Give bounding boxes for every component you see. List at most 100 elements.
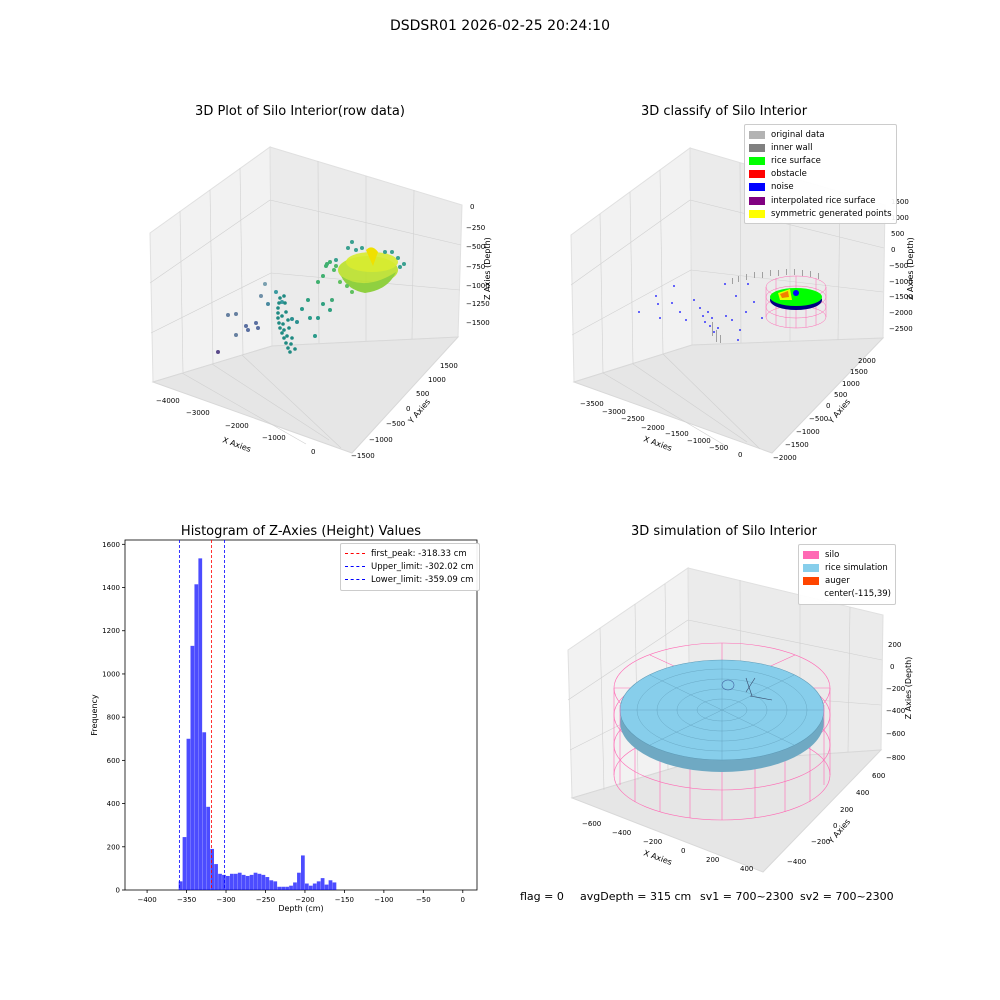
classify-ytick: −1000: [796, 428, 820, 436]
sim-ztick: 200: [888, 641, 901, 649]
classify-noise: [638, 283, 763, 341]
histogram-bar: [233, 873, 238, 890]
legend-swatch: [749, 183, 765, 192]
histogram-bar: [297, 872, 301, 890]
raw-ytick: −1000: [369, 436, 393, 444]
legend-swatch: [803, 550, 819, 559]
classify-ztick: −2000: [889, 309, 913, 317]
legend-item-silo: silo: [803, 548, 891, 561]
histogram-ytick-label: 1600: [102, 541, 120, 549]
classify-3d-plot[interactable]: −3500 −3000 −2500 −2000 −1500 −1000 −500…: [500, 0, 1000, 500]
classify-floor-pane: [572, 337, 885, 454]
histogram-chart[interactable]: −400 −350 −300 −250 −200 −150 −100 −50 0 0 200 400…: [0, 500, 500, 1000]
raw-xtick: −3000: [186, 409, 210, 417]
classify-xticks: −3500 −3000 −2500 −2000 −1500 −1000 −500…: [580, 400, 742, 459]
histogram-ytick-label: 0: [116, 887, 120, 895]
classify-ytick: −500: [809, 415, 828, 423]
raw-ytick: −500: [386, 420, 405, 428]
raw-floor-pane: [151, 336, 460, 454]
histogram-bar: [281, 886, 286, 890]
raw-ytick: 1500: [440, 362, 458, 370]
sim-ztick: −400: [886, 707, 905, 715]
histogram-bar: [218, 873, 222, 890]
histogram-legend: first_peak: -318.33 cm Upper_limit: -302…: [340, 543, 480, 591]
raw-zticks: 0 −250 −500 −750 −1000 −1250 −1500: [466, 203, 490, 327]
legend-line: [345, 579, 365, 581]
legend-swatch: [749, 170, 765, 179]
histogram-bar: [324, 884, 329, 890]
classify-ytick: 1000: [842, 380, 860, 388]
histogram-bar: [265, 877, 270, 890]
classify-plot-title: 3D classify of Silo Interior: [640, 104, 808, 119]
simulation-3d-plot[interactable]: −600 −400 −200 0 200 400 X Axies −400 −2…: [500, 500, 1000, 1000]
raw-wall-band: [276, 294, 297, 354]
histogram-xtick-label: −250: [256, 896, 275, 904]
sim-ztick: −600: [886, 730, 905, 738]
raw-yticks: −1500 −1000 −500 0 500 1000 1500: [351, 362, 458, 460]
histogram-bar: [308, 885, 313, 890]
simulation-plot-title: 3D simulation of Silo Interior: [631, 524, 817, 539]
legend-item-interpolated: interpolated rice surface: [749, 194, 892, 207]
histogram-xtick-label: −100: [374, 896, 393, 904]
raw-xtick: −1000: [262, 434, 286, 442]
legend-item-auger: auger: [803, 574, 891, 587]
classify-ztick: 1500: [891, 198, 909, 206]
histogram-xtick-label: −200: [295, 896, 314, 904]
histogram-bar: [257, 873, 262, 890]
sim-ytick: 0: [833, 822, 837, 830]
histogram-xticks: −400 −350 −300 −250 −200 −150 −100 −50 0: [137, 890, 465, 904]
simulation-legend: silo rice simulation auger center(-115,3…: [798, 544, 896, 605]
sim-ztick: −200: [886, 685, 905, 693]
sim-ytick: 200: [840, 806, 853, 814]
histogram-xtick-label: −150: [335, 896, 354, 904]
raw-ztick: −500: [466, 243, 485, 251]
sv1-text: sv1 = 700~2300: [700, 890, 794, 903]
classify-ztick: −500: [889, 262, 908, 270]
histogram-bar: [198, 558, 203, 890]
classify-xtick: −3000: [602, 408, 626, 416]
raw-ztick: 0: [470, 203, 474, 211]
raw-3d-plot[interactable]: −4000 −3000 −2000 −1000 0 X Axies −1500 …: [0, 0, 500, 500]
legend-item-obstacle: obstacle: [749, 168, 892, 181]
raw-xtick: −2000: [225, 422, 249, 430]
sim-silo-front: [619, 705, 825, 785]
sim-ztick: 0: [890, 663, 894, 671]
histogram-bar: [186, 738, 191, 890]
legend-item-inner-wall: inner wall: [749, 141, 892, 154]
raw-ytick: 500: [416, 390, 429, 398]
histogram-bars: [178, 558, 337, 890]
classify-xtick: −2500: [621, 415, 645, 423]
histogram-xtick-label: −300: [216, 896, 235, 904]
raw-points: [216, 262, 338, 354]
sim-rice-mesh: [620, 660, 824, 760]
raw-xlabel: X Axies: [221, 435, 252, 454]
histogram-title: Histogram of Z-Axies (Height) Values: [180, 524, 422, 539]
sv2-text: sv2 = 700~2300: [800, 890, 894, 903]
classify-ztick: 500: [891, 230, 904, 238]
histogram-ytick-label: 1400: [102, 584, 120, 592]
classify-xtick: −3500: [580, 400, 604, 408]
classify-ytick: 500: [834, 391, 847, 399]
histogram-bar: [312, 883, 317, 890]
histogram-yticks: 0 200 400 600 800 1000 1200 1400 1600: [102, 541, 125, 895]
raw-ztick: −1000: [466, 282, 490, 290]
sim-ztick: −800: [886, 754, 905, 762]
histogram-bar: [206, 806, 211, 890]
histogram-bar: [328, 880, 333, 890]
raw-grid: [149, 160, 462, 449]
legend-swatch: [803, 576, 819, 585]
flag-text: flag = 0: [520, 890, 564, 903]
sim-ytick: −200: [811, 838, 830, 846]
histogram-bar: [245, 875, 250, 890]
histogram-bar: [229, 873, 234, 890]
histogram-ytick-label: 1000: [102, 670, 120, 678]
classify-ztick: −2500: [889, 325, 913, 333]
legend-item-rice-simulation: rice simulation: [803, 561, 891, 574]
legend-item-lower-limit: Lower_limit: -359.09 cm: [345, 573, 475, 586]
legend-swatch: [749, 196, 765, 205]
histogram-bar: [237, 872, 242, 890]
raw-ytick: 1000: [428, 376, 446, 384]
sim-xtick: 200: [706, 856, 719, 864]
histogram-xtick-label: 0: [461, 896, 465, 904]
sim-xtick: −600: [582, 820, 601, 828]
